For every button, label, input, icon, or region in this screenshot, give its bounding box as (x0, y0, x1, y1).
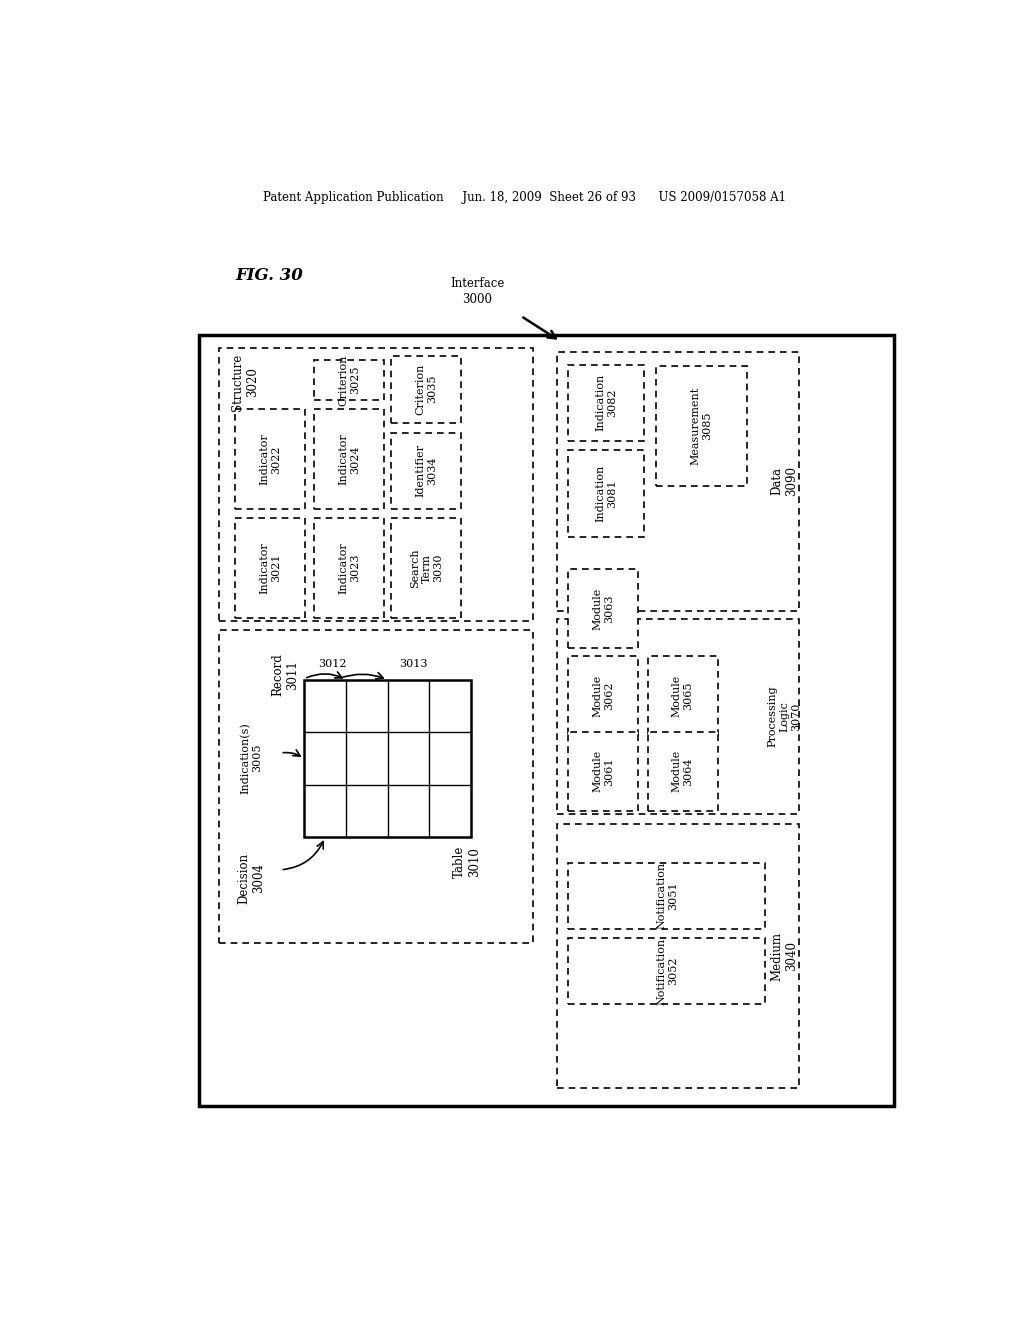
Text: Module
3065: Module 3065 (672, 675, 693, 717)
Text: Notification
3051: Notification 3051 (656, 862, 678, 929)
Text: Interface
3000: Interface 3000 (450, 277, 505, 306)
Text: Structure
3020: Structure 3020 (231, 354, 259, 411)
Text: Decision
3004: Decision 3004 (237, 853, 265, 904)
Text: Identifier
3034: Identifier 3034 (416, 445, 437, 498)
Text: Measurement
3085: Measurement 3085 (690, 387, 712, 465)
Text: Data
3090: Data 3090 (770, 466, 799, 496)
Text: Module
3064: Module 3064 (672, 750, 693, 792)
Bar (200, 335, 894, 1106)
Text: Module
3063: Module 3063 (593, 587, 614, 630)
Text: Indication
3082: Indication 3082 (595, 374, 616, 432)
Bar (557, 824, 799, 1089)
Text: Processing
Logic
3070: Processing Logic 3070 (768, 685, 801, 747)
Text: Indicator
3021: Indicator 3021 (259, 543, 281, 594)
Bar (236, 409, 305, 510)
Bar (219, 630, 532, 942)
Text: Indicator
3024: Indicator 3024 (339, 433, 360, 486)
Bar (568, 364, 644, 441)
Text: Indicator
3022: Indicator 3022 (259, 433, 281, 486)
Bar (655, 366, 748, 486)
Bar (391, 433, 462, 510)
Text: Module
3062: Module 3062 (593, 675, 614, 717)
Text: 3012: 3012 (318, 659, 347, 668)
Text: Criterion
3025: Criterion 3025 (339, 354, 360, 405)
Text: Criterion
3035: Criterion 3035 (416, 363, 437, 414)
Text: Patent Application Publication     Jun. 18, 2009  Sheet 26 of 93      US 2009/01: Patent Application Publication Jun. 18, … (263, 190, 786, 203)
Bar (568, 569, 638, 648)
Bar (568, 731, 638, 810)
Bar (314, 519, 384, 618)
Text: Medium
3040: Medium 3040 (770, 932, 799, 981)
Bar (219, 348, 532, 620)
Bar (648, 656, 718, 735)
Bar (557, 619, 799, 814)
Text: Indicator
3023: Indicator 3023 (339, 543, 360, 594)
Text: FIG. 30: FIG. 30 (236, 267, 303, 284)
Text: Module
3061: Module 3061 (593, 750, 614, 792)
Text: Indication
3081: Indication 3081 (595, 465, 616, 521)
Bar (314, 359, 384, 400)
Bar (391, 519, 462, 618)
Text: Indication(s)
3005: Indication(s) 3005 (240, 722, 262, 793)
Bar (557, 351, 799, 611)
Bar (568, 939, 765, 1005)
Bar (304, 680, 471, 837)
Text: Record
3011: Record 3011 (271, 653, 299, 696)
Bar (568, 656, 638, 735)
Bar (568, 450, 644, 536)
Bar (236, 519, 305, 618)
Text: Table
3010: Table 3010 (453, 846, 481, 878)
Text: 3013: 3013 (399, 659, 428, 668)
Bar (391, 355, 462, 422)
Text: Search
Term
3030: Search Term 3030 (410, 548, 443, 587)
Bar (568, 863, 765, 929)
Text: Notification
3052: Notification 3052 (656, 937, 678, 1005)
Bar (314, 409, 384, 510)
Bar (648, 731, 718, 810)
